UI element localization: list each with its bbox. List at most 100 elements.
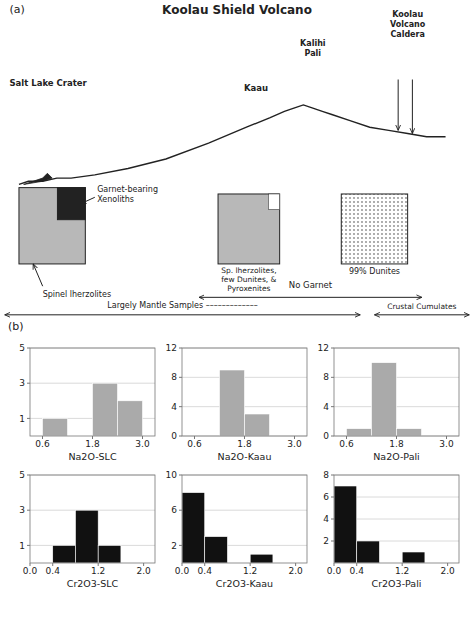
site-label-line: Pali (305, 49, 322, 58)
histogram-panel: 0 4 8 12 0.6 1.8 3.0 Na2O-Pali (318, 343, 459, 461)
histogram-bar (245, 414, 270, 436)
y-tick-label: 6 (171, 505, 177, 515)
xenolith-box (19, 188, 85, 264)
y-tick (179, 510, 182, 511)
plot-frame (334, 475, 459, 563)
volcano-profile (19, 105, 446, 185)
histogram-bar (75, 510, 98, 563)
x-axis-label-line: Cr2O3-Kaau (216, 578, 273, 589)
y-tick (27, 545, 30, 546)
y-tick (331, 497, 334, 498)
x-axis-label: Cr2O3-Kaau (216, 578, 273, 589)
plot-frame (182, 475, 307, 563)
site-label-line: Kaau (244, 83, 268, 93)
box-label-line: Garnet-bearing (97, 185, 158, 194)
histogram-panel: 1350.61.83.0Na2O-SLC (19, 343, 155, 461)
y-tick (179, 545, 182, 546)
range-label-line: No Garnet (289, 280, 333, 290)
site-label-line: Caldera (390, 30, 425, 39)
x-tick-label: 1.2 (91, 566, 105, 576)
x-axis-label: Cr2O3-SLC (67, 578, 119, 589)
y-tick (331, 541, 334, 542)
x-tick-label: 0.6 (339, 439, 354, 449)
box-label-line: 99% Dunites (349, 267, 400, 276)
y-tick-label: 6 (323, 492, 329, 502)
y-tick-label-line: 0 (171, 431, 177, 441)
site-label-line: Kalihi (300, 39, 326, 48)
y-tick-label: 4 (323, 402, 329, 412)
histogram-bar (250, 554, 273, 563)
x-tick-label: 0.0 (175, 566, 190, 576)
y-tick-label-line: 2 (323, 536, 329, 546)
x-tick-label: 2.0 (440, 566, 455, 576)
panel-label-line: (b) (8, 320, 24, 333)
x-tick-label: 0.6 (35, 439, 50, 449)
y-tick-label: 1 (19, 414, 25, 424)
y-tick-label: 4 (171, 402, 177, 412)
y-tick-label-line: 12 (166, 343, 177, 353)
y-tick-label: 8 (323, 372, 329, 382)
y-tick (331, 436, 334, 437)
x-tick-label-line: 3.0 (287, 439, 302, 449)
box-label-line: Xenoliths (97, 195, 134, 204)
x-tick-label-line: 1.2 (91, 566, 105, 576)
x-axis-label: Na2O-Pali (373, 451, 420, 462)
box-label: Spinel lherzolites (43, 290, 111, 299)
x-axis-label-line: Na2O-SLC (68, 451, 116, 462)
x-tick-label-line: 0.0 (175, 566, 190, 576)
panel-label-line: (a) (9, 3, 24, 16)
bars (220, 370, 270, 436)
x-axis-label-line: Na2O-Pali (373, 451, 420, 462)
x-tick-label: 3.0 (439, 439, 454, 449)
x-tick-label-line: 2.0 (136, 566, 151, 576)
x-tick-label-line: 2.0 (288, 566, 303, 576)
x-tick-label-line: 1.2 (243, 566, 257, 576)
y-tick (179, 436, 182, 437)
x-tick-label: 1.8 (237, 439, 252, 449)
x-tick-label: 3.0 (287, 439, 302, 449)
histogram-bar (402, 552, 425, 563)
range-label: No Garnet (289, 280, 333, 290)
y-tick-label-line: 0 (323, 431, 329, 441)
x-tick-label-line: 1.8 (389, 439, 404, 449)
y-tick-label-line: 5 (19, 343, 25, 353)
plot-frame (182, 348, 307, 436)
x-tick-label: 1.2 (395, 566, 409, 576)
x-axis-label: Na2O-Kaau (218, 451, 272, 462)
x-tick-label: 0.4 (46, 566, 61, 576)
box-label: Garnet-bearingXenoliths (97, 185, 158, 204)
x-tick-label-line: 1.2 (395, 566, 409, 576)
box-label-line: few Dunites, & (221, 275, 276, 284)
y-tick-label-line: 2 (171, 541, 177, 551)
x-tick-label: 1.2 (243, 566, 257, 576)
x-tick-label: 2.0 (288, 566, 303, 576)
y-tick (179, 348, 182, 349)
title-line: Koolau Shield Volcano (162, 3, 312, 17)
y-tick-label-line: 4 (171, 402, 177, 412)
histogram-bar (182, 493, 205, 563)
y-tick-label-line: 6 (323, 492, 329, 502)
box-label-line: Sp. lherzolites, (221, 266, 276, 275)
y-tick-label-line: 6 (171, 505, 177, 515)
site-label-line: Volcano (390, 20, 426, 29)
x-tick-label-line: 0.4 (198, 566, 213, 576)
range-arrow (199, 297, 422, 298)
y-tick-label-line: 12 (318, 343, 329, 353)
y-tick-label-line: 8 (323, 470, 329, 480)
histogram-bar (43, 418, 68, 436)
box-label-line: Spinel lherzolites (43, 290, 111, 299)
x-tick-label-line: 0.4 (46, 566, 61, 576)
x-axis-label: Cr2O3-Pali (372, 578, 422, 589)
histogram-bar (98, 545, 121, 563)
y-tick-label-line: 1 (19, 414, 25, 424)
x-tick-label-line: 0.0 (23, 566, 38, 576)
x-tick-label: 0.4 (350, 566, 365, 576)
y-tick (179, 475, 182, 476)
x-axis-label: Na2O-SLC (68, 451, 116, 462)
histogram-bar (53, 545, 76, 563)
x-axis-label-line: Cr2O3-SLC (67, 578, 119, 589)
y-tick-label: 3 (19, 378, 25, 388)
x-tick-label: 0.0 (327, 566, 342, 576)
panel-label: (a) (9, 3, 24, 16)
y-tick (331, 406, 334, 407)
